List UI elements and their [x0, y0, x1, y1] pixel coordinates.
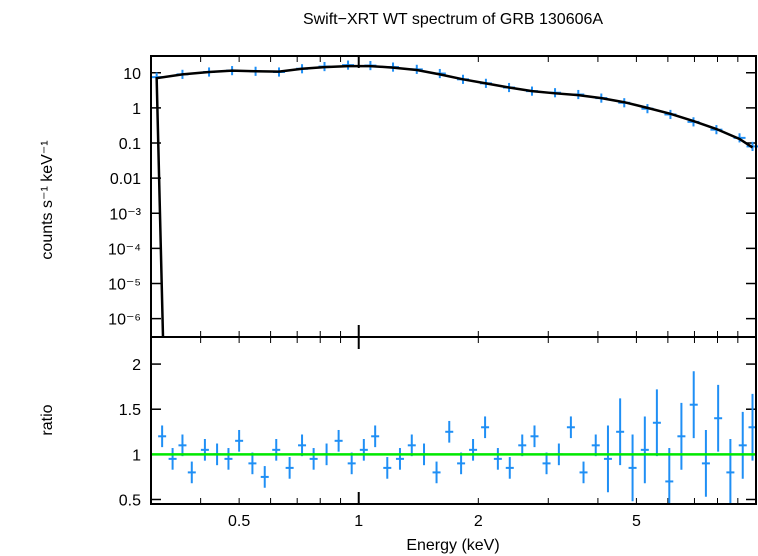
ratio-data-point: [518, 434, 527, 457]
spectrum-y-tick-label: 10⁻⁵: [108, 277, 141, 294]
ratio-data-point: [383, 457, 392, 479]
ratio-data-point: [407, 434, 416, 457]
ratio-data-point: [359, 439, 368, 461]
spectrum-y-tick-label: 1: [132, 101, 141, 118]
ratio-data-point: [371, 425, 380, 448]
ratio-data-point: [677, 402, 686, 470]
ratio-data-point: [432, 461, 441, 484]
ratio-data-point: [505, 457, 514, 479]
ratio-data-point: [603, 425, 612, 493]
ratio-data-point: [178, 434, 187, 457]
ratio-data-point: [738, 411, 747, 479]
ratio-data-point: [285, 457, 294, 479]
ratio-data-point: [493, 448, 502, 470]
spectrum-y-tick-labels: 10 1 0.1 0.01 10⁻³ 10⁻⁴ 10⁻⁵ 10⁻⁶: [108, 66, 142, 329]
spectrum-y-tick-label: 10⁻³: [109, 206, 141, 223]
ratio-data-point: [689, 371, 698, 439]
ratio-data-point: [272, 439, 281, 461]
spectrum-y-tick-label: 10: [123, 66, 141, 83]
ratio-data-point: [334, 429, 343, 452]
x-tick-label: 2: [474, 513, 483, 530]
ratio-data-point: [665, 448, 674, 504]
ratio-y-tick-label: 1.5: [119, 402, 141, 419]
ratio-data-point: [347, 452, 356, 475]
ratio-panel: 0.5 1 1.5 2 ratio 0.5 1 2 5 Energy (keV): [39, 336, 757, 554]
spectrum-y-tick-label: 10⁻⁶: [108, 312, 141, 329]
ratio-data-point: [469, 439, 478, 461]
ratio-data-point: [168, 448, 177, 470]
ratio-data-point: [566, 416, 575, 439]
ratio-data-point: [640, 416, 649, 484]
ratio-data-point: [701, 429, 710, 497]
ratio-y-axis-label: ratio: [39, 404, 56, 435]
ratio-data-point: [726, 439, 735, 504]
x-axis-label: Energy (keV): [406, 537, 499, 554]
ratio-data-point: [714, 384, 723, 452]
ratio-data-point: [457, 452, 466, 475]
spectrum-y-tick-label: 0.01: [110, 171, 141, 188]
x-tick-label: 0.5: [228, 513, 250, 530]
ratio-data-point: [235, 429, 244, 452]
ratio-x-tick-labels: 0.5 1 2 5: [228, 513, 641, 530]
ratio-data-point: [481, 416, 490, 439]
ratio-data-point: [579, 461, 588, 484]
spectrum-y-tick-label: 0.1: [119, 136, 141, 153]
ratio-data-point: [309, 448, 318, 470]
ratio-y-tick-label: 1: [132, 447, 141, 464]
ratio-data-point: [445, 420, 454, 443]
ratio-data-point: [395, 448, 404, 470]
spectrum-y-axis-label: counts s⁻¹ keV⁻¹: [39, 140, 56, 259]
ratio-data-point: [248, 452, 257, 475]
x-tick-label: 5: [632, 513, 641, 530]
ratio-data-point: [200, 439, 209, 461]
ratio-data-point: [628, 434, 637, 502]
ratio-y-tick-label: 0.5: [119, 492, 141, 509]
ratio-data-point: [652, 389, 661, 457]
ratio-y-tick-labels: 0.5 1 1.5 2: [119, 357, 141, 509]
ratio-data-point: [260, 466, 269, 488]
x-tick-label: 1: [354, 513, 363, 530]
chart-title: Swift−XRT WT spectrum of GRB 130606A: [303, 11, 603, 28]
ratio-frame: [150, 336, 757, 505]
ratio-y-tick-label: 2: [132, 357, 141, 374]
ratio-data-point: [298, 434, 307, 457]
ratio-data-point: [224, 448, 233, 470]
ratio-data-point: [530, 425, 539, 448]
spectrum-model-line: [155, 64, 754, 338]
ratio-data-point: [158, 425, 167, 448]
spectrum-y-tick-label: 10⁻⁴: [108, 241, 141, 258]
ratio-data-point: [187, 461, 196, 484]
ratio-data-point: [542, 452, 551, 475]
ratio-data-point: [591, 434, 600, 457]
